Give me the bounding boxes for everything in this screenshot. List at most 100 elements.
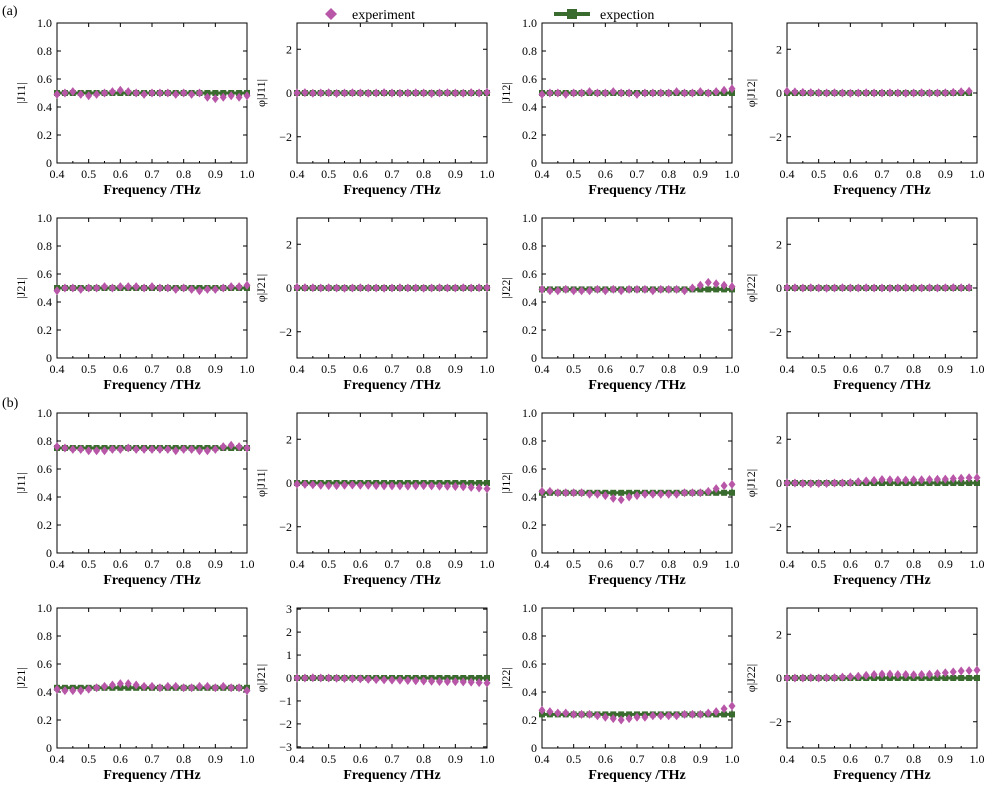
y-tick-label: 0.8 <box>37 239 52 253</box>
y-tick-label: −2 <box>279 717 292 731</box>
experiment-point <box>538 486 546 496</box>
x-tick-label: 0.4 <box>535 557 550 571</box>
y-tick-label: 0 <box>531 351 537 365</box>
x-tick-label: 0.8 <box>661 167 676 181</box>
experiment-point <box>609 714 617 724</box>
expection-point <box>958 675 965 681</box>
experiment-point <box>301 283 309 293</box>
x-tick-label: 0.7 <box>145 167 160 181</box>
experiment-point <box>578 88 586 98</box>
experiment-point <box>838 283 846 293</box>
x-tick-label: 1.0 <box>240 362 255 376</box>
x-tick-label: 0.5 <box>566 362 581 376</box>
y-axis-label: |J11| <box>14 82 28 103</box>
x-tick-label: 1.0 <box>725 167 740 181</box>
experiment-point <box>846 672 854 682</box>
x-tick-label: 0.4 <box>780 752 795 766</box>
experiment-point <box>712 707 720 717</box>
experiment-point <box>325 481 333 491</box>
experiment-point <box>665 284 673 294</box>
experiment-point <box>333 283 341 293</box>
y-axis-label: φ|J12| <box>744 469 758 497</box>
experiment-point <box>625 714 633 724</box>
experiment-point <box>894 88 902 98</box>
experiment-point <box>902 670 910 679</box>
y-tick-label: 0 <box>46 546 52 560</box>
experiment-point <box>108 444 116 454</box>
experiment-point <box>132 88 140 98</box>
y-tick-label: 0.4 <box>522 490 537 504</box>
y-tick-label: 0.6 <box>522 462 537 476</box>
y-tick-label: −2 <box>279 325 292 339</box>
y-tick-label: 0.2 <box>522 323 537 337</box>
experiment-point <box>227 683 235 693</box>
experiment-point <box>641 712 649 722</box>
y-tick-label: 0.4 <box>522 685 537 699</box>
x-tick-label: 0.8 <box>416 167 431 181</box>
experiment-point <box>348 88 356 98</box>
experiment-point <box>93 283 101 293</box>
x-axis-label: Frequency /THz <box>343 378 440 393</box>
experiment-point <box>609 493 617 503</box>
x-axis-label: Frequency /THz <box>833 378 930 393</box>
x-tick-label: 0.8 <box>661 557 676 571</box>
experiment-point <box>380 481 388 491</box>
experiment-point <box>483 484 491 494</box>
experiment-point <box>807 88 815 98</box>
x-tick-label: 0.9 <box>208 362 223 376</box>
x-tick-label: 0.6 <box>353 167 368 181</box>
subplot-9: 0.4 0.5 0.6 0.7 0.8 0.9 1.0 0 0.2 0.4 0.6 0.8 1.0 Fre… <box>14 406 255 588</box>
experiment-point <box>227 91 235 101</box>
experiment-point <box>657 711 665 721</box>
experiment-point <box>673 87 681 97</box>
experiment-point <box>926 88 933 98</box>
experiment-point <box>356 674 364 684</box>
experiment-point <box>854 671 862 681</box>
experiment-point <box>593 489 601 499</box>
experiment-point <box>293 673 301 683</box>
y-tick-label: 0 <box>531 546 537 560</box>
experiment-point <box>436 88 443 98</box>
experiment-point <box>309 480 317 490</box>
experiment-point <box>140 444 148 454</box>
experiment-point <box>404 283 412 293</box>
experiment-point <box>309 88 317 98</box>
experiment-point <box>791 673 799 683</box>
experiment-point <box>372 481 380 491</box>
experiment-point <box>570 286 578 296</box>
legend-experiment-label: experiment <box>352 8 415 23</box>
subplot-6: 0.4 0.5 0.6 0.7 0.8 0.9 1.0 −2 0 2 Frequency /THz φ… <box>254 217 495 393</box>
experiment-point <box>188 284 196 294</box>
experiment-point <box>546 286 554 296</box>
x-tick-label: 0.7 <box>385 362 400 376</box>
experiment-point <box>918 670 926 679</box>
experiment-point <box>593 88 601 98</box>
x-tick-label: 0.7 <box>385 557 400 571</box>
y-axis-label: φ|J22| <box>744 274 758 302</box>
experiment-point <box>720 704 728 714</box>
experiment-point <box>846 283 854 293</box>
experiment-point <box>188 683 196 693</box>
experiment-point <box>243 443 251 453</box>
experiment-point <box>957 473 965 483</box>
y-tick-label: −2 <box>769 520 782 534</box>
y-axis-label: φ|J22| <box>744 664 758 692</box>
experiment-point <box>562 89 570 99</box>
y-axis-label: |J12| <box>499 472 513 493</box>
experiment-point <box>926 283 933 293</box>
expection-point <box>966 675 973 681</box>
experiment-point <box>649 286 657 296</box>
experiment-point <box>617 286 625 296</box>
experiment-point <box>910 475 918 485</box>
experiment-point <box>601 286 609 296</box>
x-tick-label: 0.9 <box>938 167 953 181</box>
experiment-point <box>838 672 846 682</box>
experiment-point <box>148 681 156 691</box>
experiment-point <box>317 283 325 293</box>
x-tick-label: 0.4 <box>535 167 550 181</box>
experiment-point <box>188 444 196 454</box>
plot-frame <box>541 607 733 749</box>
experiment-point <box>459 88 467 98</box>
experiment-point <box>333 481 341 491</box>
x-axis-label: Frequency /THz <box>588 768 685 783</box>
